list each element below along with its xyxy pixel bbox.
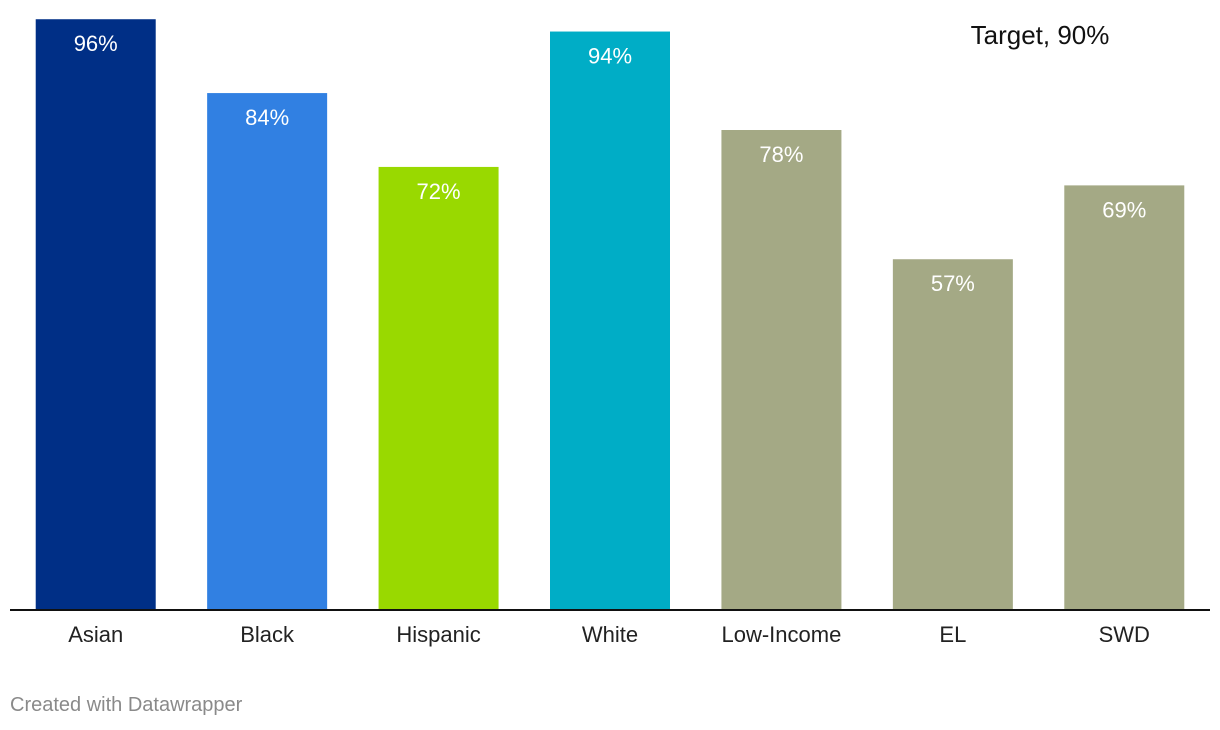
category-label: White <box>582 622 638 647</box>
bar-chart: 96% 84% 72% 94% 78% 57% 69% Asian Black Hispanic… <box>10 19 1210 647</box>
category-label: SWD <box>1099 622 1150 647</box>
bars-group: 96% 84% 72% 94% 78% 57% 69% <box>35 19 1185 611</box>
bar-value-label: 69% <box>1102 197 1146 222</box>
bar-hispanic <box>378 166 499 610</box>
category-label: Asian <box>68 622 123 647</box>
datawrapper-credit: Created with Datawrapper <box>10 694 243 716</box>
bar-value-label: 84% <box>245 105 289 130</box>
category-label: Hispanic <box>396 622 480 647</box>
bar-swd <box>1064 185 1185 610</box>
bar-value-label: 94% <box>588 44 632 69</box>
category-label: Black <box>240 622 295 647</box>
bar-el <box>892 259 1013 610</box>
bar-white <box>550 31 670 611</box>
category-label: Low-Income <box>722 622 842 647</box>
category-labels-group: Asian Black Hispanic White Low-Income EL SWD <box>68 622 1150 647</box>
bar-asian <box>35 19 156 610</box>
bar-value-label: 72% <box>417 179 461 204</box>
bar-value-label: 96% <box>74 31 118 56</box>
bar-black <box>207 93 328 611</box>
category-label: EL <box>939 622 966 647</box>
target-label: Target, 90% <box>971 20 1110 50</box>
bar-value-label: 57% <box>931 271 975 296</box>
bar-value-label: 78% <box>759 142 803 167</box>
bar-low-income <box>721 130 842 610</box>
